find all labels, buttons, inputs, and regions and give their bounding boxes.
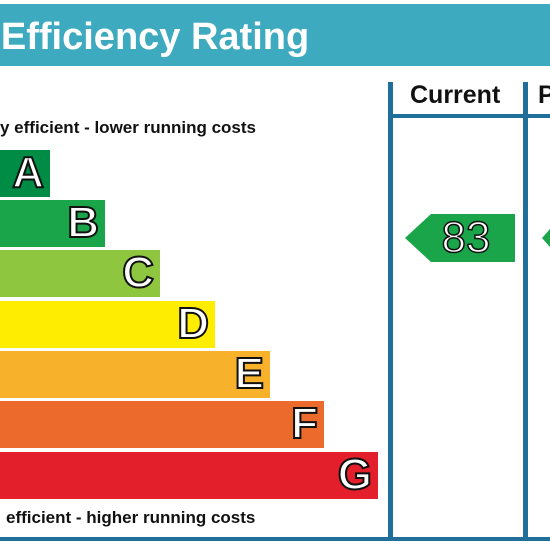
rating-band-c: C [0,250,160,297]
rating-band-b: B [0,200,105,247]
current-rating-arrow [405,214,515,262]
column-divider-middle [523,82,528,540]
rating-band-g: G [0,452,378,499]
potential-rating-arrow-shape [542,229,550,247]
current-rating-arrow-shape [405,214,515,262]
rating-band-a: A [0,150,50,197]
rating-band-d: D [0,301,215,348]
column-header-potential: P [538,81,550,109]
footer-rule [0,537,550,541]
rating-band-letter: E [234,349,265,398]
rating-band-letter: C [121,248,155,297]
rating-band-e: E [0,351,270,398]
chart-title: gy Efficiency Rating [0,16,310,58]
title-bar: gy Efficiency Rating [0,4,550,66]
rating-band-letter: G [337,450,373,499]
caption-top: y efficient - lower running costs [0,118,256,137]
current-rating-value: 83 [441,212,491,263]
caption-bottom: efficient - higher running costs [6,508,256,527]
rating-band-letter: A [11,148,45,197]
rating-band-letter: F [290,399,319,448]
header-rule [388,114,550,118]
column-header-current: Current [410,81,501,109]
rating-band-letter: B [66,198,100,247]
rating-band-f: F [0,401,324,448]
potential-rating-arrow [542,229,550,247]
rating-band-letter: D [176,299,210,348]
column-divider-left [388,82,393,540]
